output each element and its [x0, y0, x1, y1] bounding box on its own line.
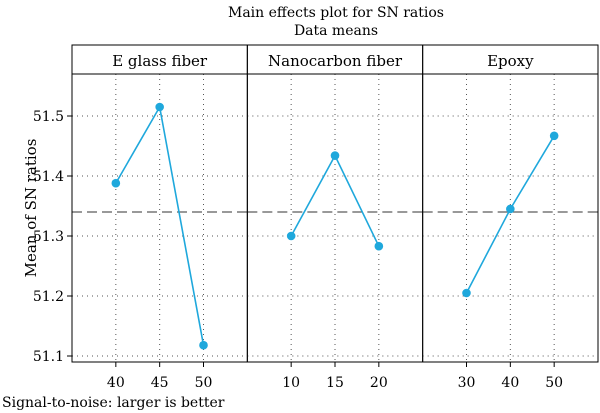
- data-point: [155, 102, 164, 112]
- chart-subtitle: Data means: [294, 23, 378, 39]
- x-tick-label: 50: [545, 375, 563, 391]
- x-tick-label: 40: [501, 375, 519, 391]
- x-tick-label: 40: [107, 375, 125, 391]
- y-tick-label: 51.2: [33, 289, 64, 305]
- x-tick-label: 15: [326, 375, 344, 391]
- plot-area: E glass fiber 40 45 50 Nanocarbon fiber 10 15 2…: [33, 44, 599, 391]
- y-tick-label: 51.4: [33, 169, 64, 185]
- panel-title: Nanocarbon fiber: [268, 52, 403, 70]
- x-tick-label: 20: [370, 375, 388, 391]
- data-point: [374, 241, 384, 251]
- x-tick-label: 10: [282, 375, 300, 391]
- y-axis-label: Mean of SN ratios: [22, 139, 40, 278]
- data-point: [506, 204, 515, 214]
- y-tick-label: 51.1: [33, 349, 64, 365]
- y-tick-label: 51.5: [33, 109, 64, 125]
- data-point: [462, 288, 471, 298]
- data-point: [286, 231, 296, 241]
- chart-title: Main effects plot for SN ratios: [228, 5, 444, 21]
- x-tick-label: 30: [458, 375, 476, 391]
- data-point: [549, 131, 559, 141]
- data-point: [330, 151, 340, 160]
- data-point: [111, 178, 121, 188]
- panel-title: Epoxy: [487, 52, 534, 70]
- x-tick-label: 45: [151, 375, 169, 391]
- panel-title: E glass fiber: [112, 52, 208, 70]
- y-tick-label: 51.3: [33, 229, 64, 245]
- footnote: Signal-to-noise: larger is better: [2, 395, 225, 411]
- x-tick-label: 50: [195, 375, 213, 391]
- data-point: [199, 340, 208, 350]
